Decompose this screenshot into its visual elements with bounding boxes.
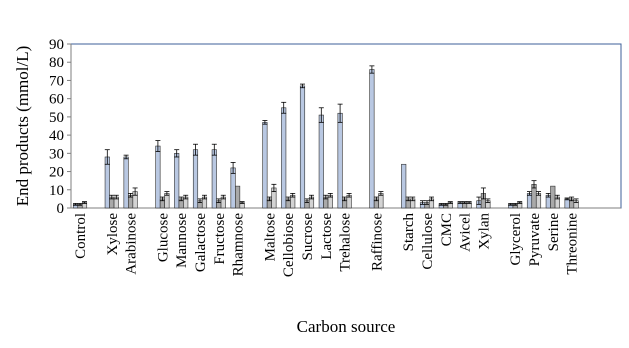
- bar: [123, 156, 129, 209]
- bar: [235, 185, 241, 209]
- x-tick-label: Fructose: [212, 213, 228, 265]
- y-tick-label: 40: [49, 128, 64, 144]
- x-tick-label: Serine: [546, 213, 562, 252]
- x-tick-label: Control: [73, 213, 89, 259]
- x-axis-tick-labels: Control Xylose Arabinose Glucose Mannose Gala…: [73, 213, 581, 278]
- bar-series: [72, 65, 579, 209]
- x-tick-label: Mannose: [174, 213, 190, 268]
- y-tick-label: 80: [49, 55, 64, 71]
- bar: [369, 69, 375, 209]
- x-axis-label: Carbon source: [297, 317, 396, 336]
- x-tick-label: Glycerol: [508, 213, 524, 265]
- y-tick-label: 30: [49, 146, 64, 162]
- x-tick-label: Avicel: [458, 213, 474, 252]
- x-tick-label: Trehalose: [338, 213, 354, 272]
- x-tick-label: Cellulose: [420, 213, 436, 270]
- bar: [299, 85, 306, 209]
- x-tick-label: Arabinose: [124, 213, 140, 275]
- y-axis-label: End products (mmol/L): [13, 46, 32, 207]
- bar: [401, 163, 407, 209]
- x-tick-label: Raffinose: [369, 213, 385, 271]
- x-tick-label: Starch: [401, 213, 417, 252]
- bar: [211, 149, 217, 209]
- bar: [281, 107, 287, 209]
- y-tick-label: 90: [49, 37, 64, 53]
- x-tick-label: Glucose: [155, 213, 171, 262]
- y-tick-label: 20: [49, 165, 64, 181]
- bar: [155, 145, 161, 209]
- x-tick-label: Threonine: [565, 213, 581, 275]
- plot-frame: [70, 43, 622, 209]
- bar: [550, 185, 556, 209]
- y-tick-label: 60: [49, 92, 64, 108]
- x-tick-label: Galactose: [193, 213, 209, 272]
- x-tick-label: Xylose: [105, 213, 121, 256]
- bar: [318, 114, 324, 209]
- y-tick-label: 10: [49, 183, 64, 199]
- x-tick-label: Xylan: [476, 213, 492, 250]
- x-tick-label: Rhamnose: [231, 213, 247, 277]
- bar: [564, 198, 570, 209]
- bar: [192, 149, 199, 209]
- bar: [337, 112, 343, 209]
- bar: [174, 153, 180, 209]
- x-tick-label: Sucrose: [300, 213, 316, 261]
- bar: [230, 167, 236, 209]
- x-tick-label: Pyruvate: [527, 213, 543, 267]
- bar: [262, 122, 268, 209]
- y-axis-ticks: 0 10 20 30 40 50 60 70 80 90: [49, 37, 71, 217]
- x-tick-label: Lactose: [319, 213, 335, 260]
- x-tick-label: Maltose: [262, 213, 278, 262]
- y-tick-label: 70: [49, 73, 64, 89]
- y-tick-label: 0: [57, 201, 65, 217]
- y-tick-label: 50: [49, 110, 64, 126]
- x-tick-label: Cellobiose: [281, 213, 297, 278]
- x-tick-label: CMC: [439, 213, 455, 246]
